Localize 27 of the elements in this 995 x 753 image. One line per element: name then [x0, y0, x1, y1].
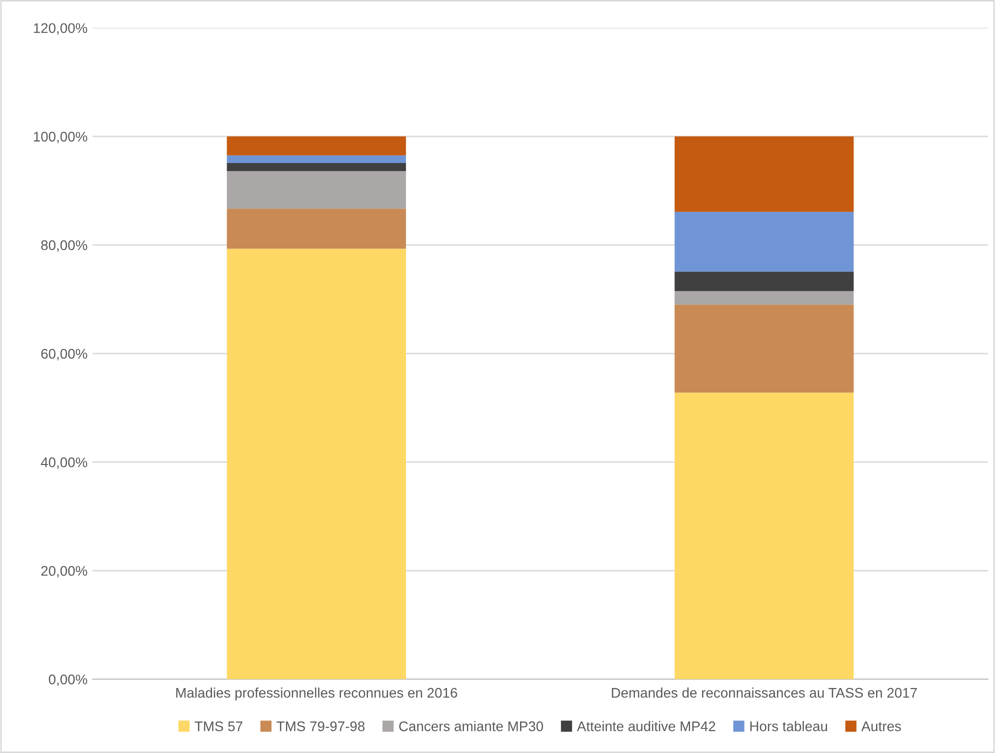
y-tick-label: 0,00% [48, 674, 88, 686]
legend-label: TMS 79-97-98 [276, 721, 365, 732]
bar [674, 212, 854, 272]
y-tick-label: 120,00% [34, 23, 88, 35]
bar [226, 136, 406, 156]
bar [674, 392, 854, 680]
bar [226, 163, 406, 172]
bar [674, 136, 854, 212]
legend-label: Hors tableau [750, 721, 828, 732]
bar [226, 171, 406, 209]
legend-label: Cancers amiante MP30 [399, 721, 544, 732]
x-tick-label: Demandes de reconnaissances au TASS en 2017 [612, 688, 917, 698]
bar [226, 155, 406, 164]
x-tick-label: Maladies professionnelles reconnues en 2016 [176, 688, 458, 700]
y-tick-label: 80,00% [41, 240, 88, 252]
y-tick-label: 100,00% [34, 132, 88, 144]
legend-label: TMS 57 [194, 721, 242, 732]
y-tick-label: 60,00% [41, 348, 88, 360]
legend-label: Atteinte auditive MP42 [576, 721, 716, 732]
y-tick-label: 20,00% [41, 566, 88, 578]
bar [226, 248, 406, 680]
bar [674, 291, 854, 305]
bar [674, 272, 854, 292]
bar [226, 208, 406, 249]
y-tick-label: 40,00% [40, 457, 88, 469]
legend-label: Autres [861, 722, 901, 732]
bar [674, 304, 854, 393]
